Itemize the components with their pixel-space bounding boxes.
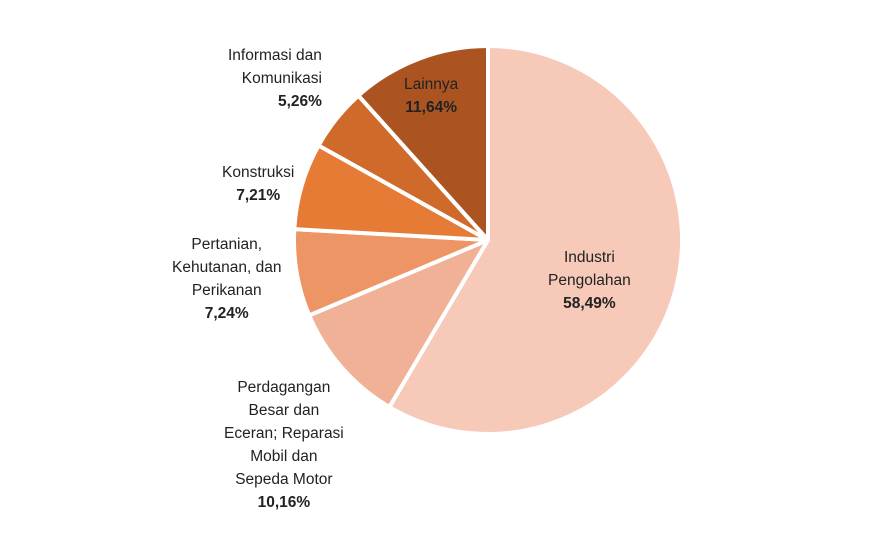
label-konstruksi: Konstruksi 7,21%	[222, 161, 294, 207]
label-pertanian-line-3: Perikanan	[191, 282, 262, 299]
label-perdagangan-percent: 10,16%	[257, 494, 311, 511]
label-perdagangan-line-2: Besar dan	[248, 402, 320, 419]
pie-slice-2	[307, 238, 490, 410]
label-konstruksi-line-1: Konstruksi	[222, 164, 295, 181]
label-pertanian-line-1: Pertanian,	[191, 236, 263, 253]
label-pertanian: Pertanian, Kehutanan, dan Perikanan 7,24…	[172, 233, 281, 325]
label-industri-line-2: Pengolahan	[548, 272, 631, 289]
label-industri-percent: 58,49%	[563, 295, 616, 312]
label-informasi: Informasi dan Komunikasi 5,26%	[228, 44, 322, 113]
label-konstruksi-percent: 7,21%	[236, 187, 281, 204]
label-lainnya: Lainnya 11,64%	[404, 73, 458, 119]
label-pertanian-percent: 7,24%	[204, 305, 249, 322]
label-perdagangan-line-4: Mobil dan	[250, 448, 318, 465]
label-informasi-percent: 5,26%	[277, 93, 322, 110]
label-perdagangan-line-3: Eceran; Reparasi	[224, 425, 344, 442]
label-lainnya-percent: 11,64%	[405, 99, 457, 116]
pie-slice-1	[387, 44, 684, 436]
label-perdagangan-line-5: Sepeda Motor	[235, 471, 333, 488]
pie-slice-6	[356, 44, 490, 242]
label-industri-pengolahan: Industri Pengolahan 58,49%	[548, 246, 631, 315]
label-perdagangan-line-1: Perdagangan	[237, 379, 331, 396]
label-perdagangan: Perdagangan Besar dan Eceran; Reparasi M…	[224, 376, 344, 514]
label-lainnya-line-1: Lainnya	[404, 76, 459, 93]
label-industri-line-1: Industri	[563, 249, 615, 266]
label-informasi-line-2: Komunikasi	[241, 70, 322, 87]
label-pertanian-line-2: Kehutanan, dan	[172, 259, 282, 276]
label-informasi-line-1: Informasi dan	[228, 47, 322, 64]
